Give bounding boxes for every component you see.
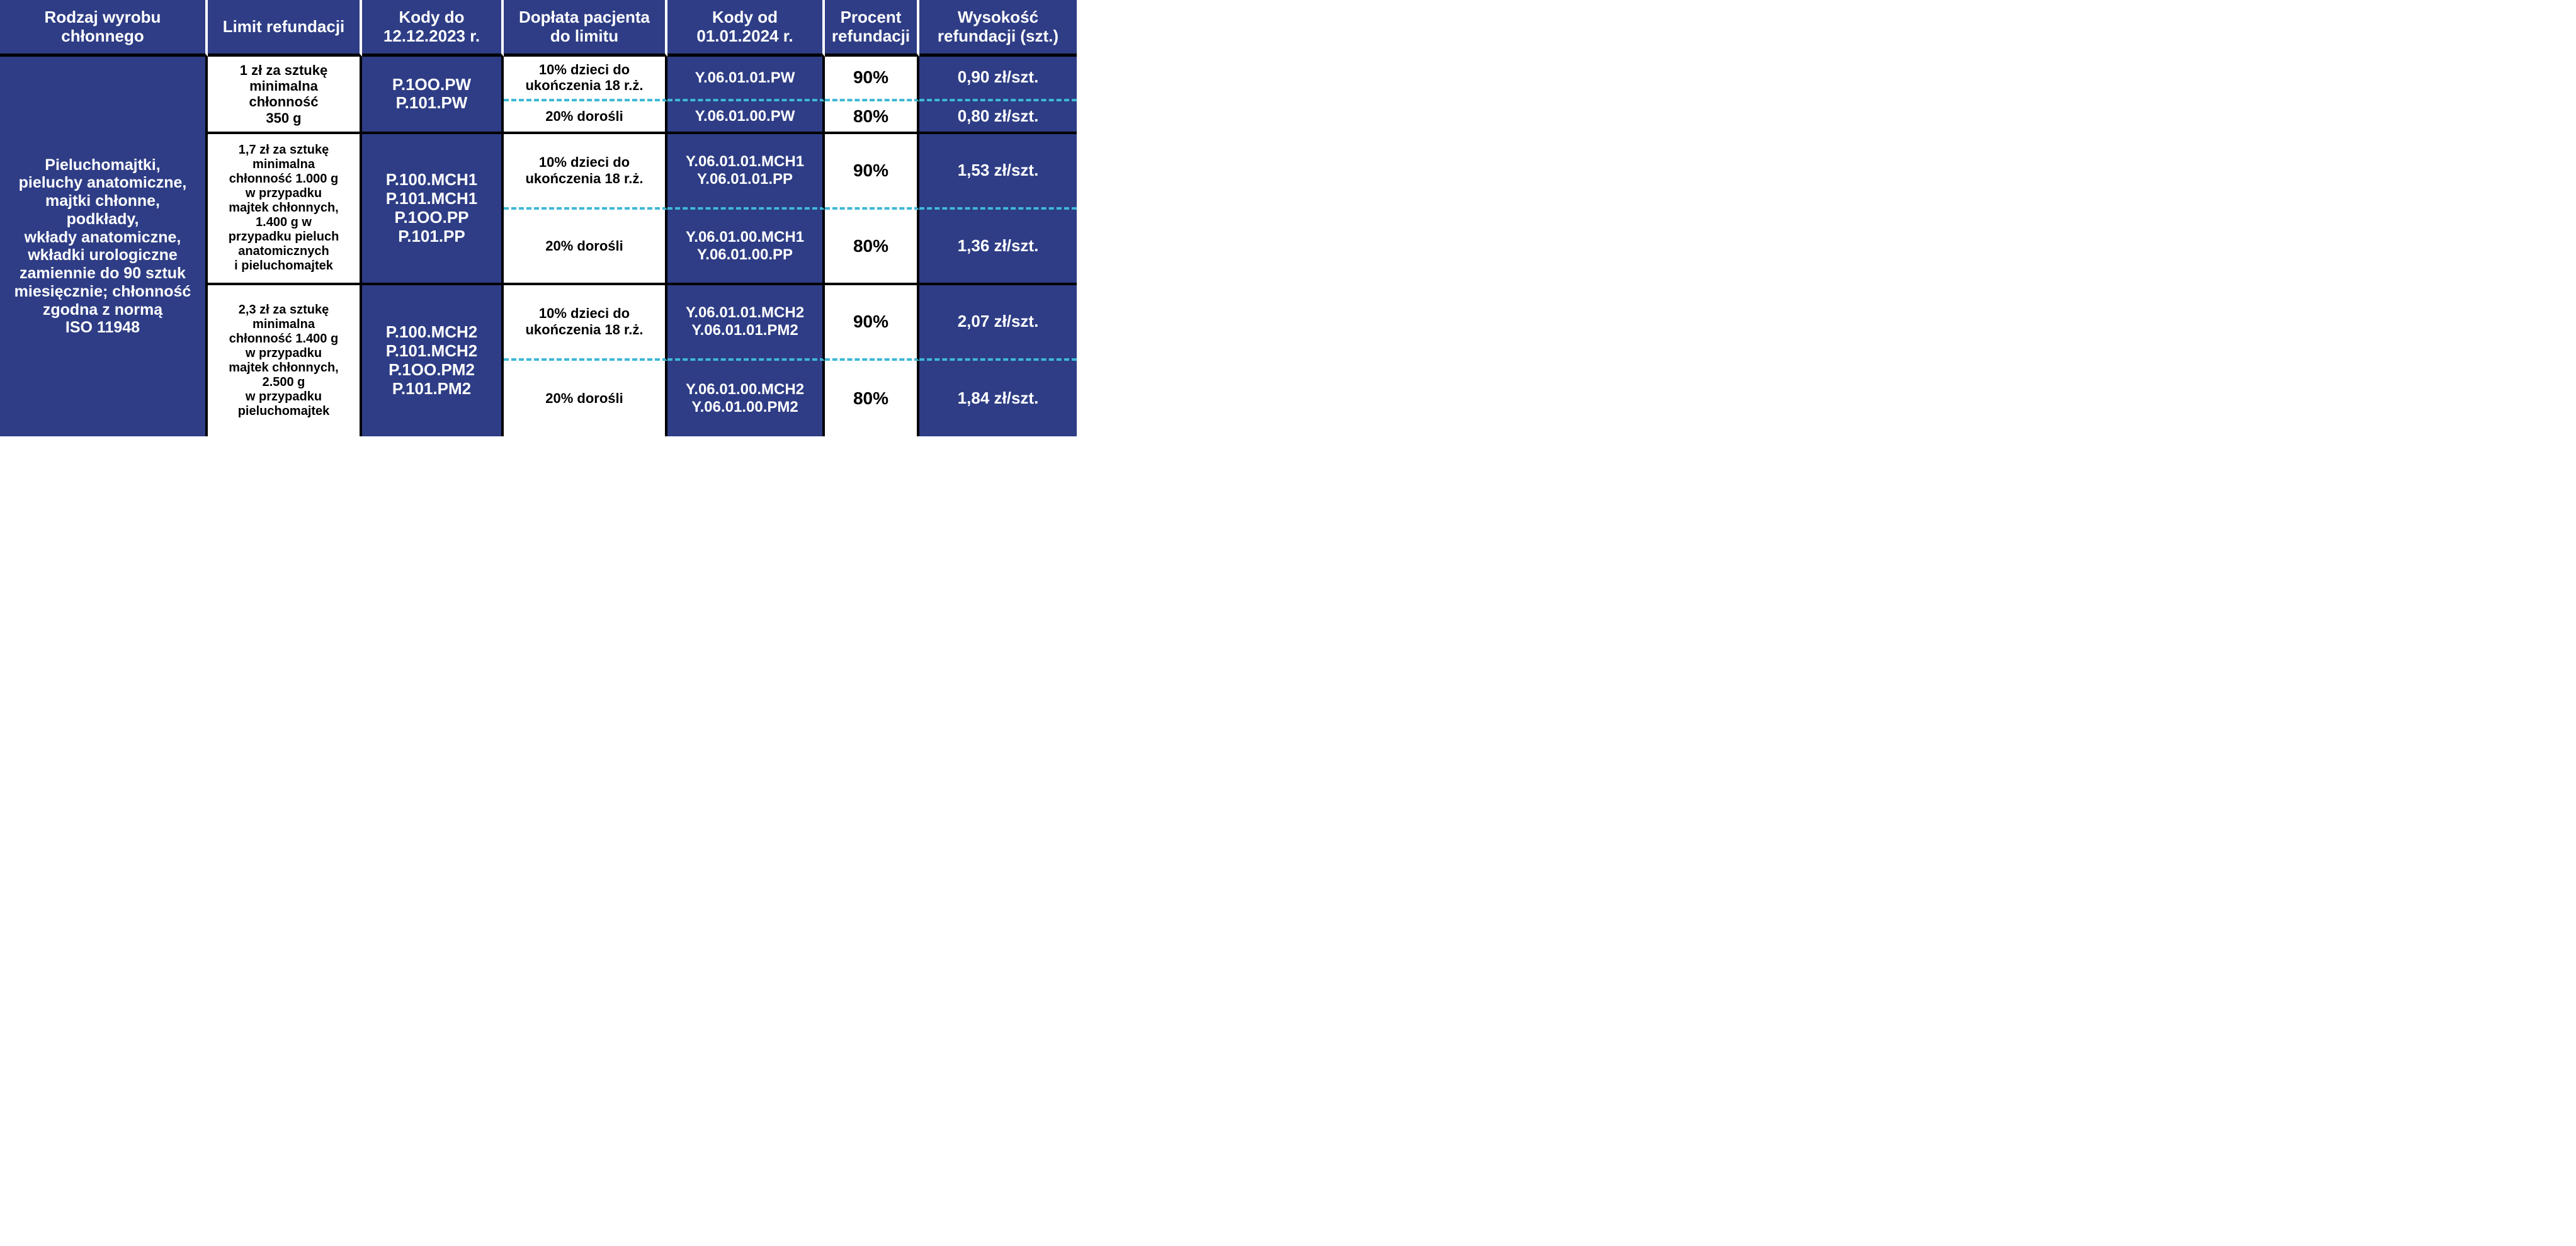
g2b-amount: 1,36 zł/szt. [919, 210, 1077, 285]
g3b-codes-new: Y.06.01.00.MCH2 Y.06.01.00.PM2 [667, 361, 825, 436]
g2a-pct: 90% [825, 134, 919, 210]
g2a-copay: 10% dzieci do ukończenia 18 r.ż. [504, 134, 667, 210]
g2a-codes-new: Y.06.01.01.MCH1 Y.06.01.01.PP [667, 134, 825, 210]
g2b-copay: 20% dorośli [504, 210, 667, 285]
g2-codes-old: P.100.MCH1 P.101.MCH1 P.1OO.PP P.101.PP [362, 134, 504, 285]
g1a-codes-new: Y.06.01.01.PW [667, 57, 825, 101]
g3b-copay: 20% dorośli [504, 361, 667, 436]
g1a-amount: 0,90 zł/szt. [919, 57, 1077, 101]
reimbursement-table: Rodzaj wyrobu chłonnego Limit refundacji… [0, 0, 1077, 436]
g1b-pct: 80% [825, 101, 919, 134]
g3a-codes-new: Y.06.01.01.MCH2 Y.06.01.01.PM2 [667, 285, 825, 361]
g1-codes-old: P.1OO.PW P.101.PW [362, 57, 504, 134]
g3a-amount: 2,07 zł/szt. [919, 285, 1077, 361]
g2a-amount: 1,53 zł/szt. [919, 134, 1077, 210]
g1-limit: 1 zł za sztukę minimalna chłonność 350 g [208, 57, 362, 134]
col-header-codes-new: Kody od 01.01.2024 r. [667, 0, 825, 57]
g1a-pct: 90% [825, 57, 919, 101]
g3-codes-old: P.100.MCH2 P.101.MCH2 P.1OO.PM2 P.101.PM… [362, 285, 504, 436]
col-header-percent: Procent refundacji [825, 0, 919, 57]
category-cell: Pieluchomajtki, pieluchy anatomiczne, ma… [0, 57, 208, 436]
col-header-codes-old: Kody do 12.12.2023 r. [362, 0, 504, 57]
g3a-copay: 10% dzieci do ukończenia 18 r.ż. [504, 285, 667, 361]
g3a-pct: 90% [825, 285, 919, 361]
g3b-pct: 80% [825, 361, 919, 436]
col-header-limit: Limit refundacji [208, 0, 362, 57]
g1a-copay: 10% dzieci do ukończenia 18 r.ż. [504, 57, 667, 101]
g3-limit: 2,3 zł za sztukę minimalna chłonność 1.4… [208, 285, 362, 436]
col-header-copay: Dopłata pacjenta do limitu [504, 0, 667, 57]
col-header-amount: Wysokość refundacji (szt.) [919, 0, 1077, 57]
g3b-amount: 1,84 zł/szt. [919, 361, 1077, 436]
col-header-product-type: Rodzaj wyrobu chłonnego [0, 0, 208, 57]
g2b-pct: 80% [825, 210, 919, 285]
g1b-copay: 20% dorośli [504, 101, 667, 134]
g1b-amount: 0,80 zł/szt. [919, 101, 1077, 134]
g1b-codes-new: Y.06.01.00.PW [667, 101, 825, 134]
g2b-codes-new: Y.06.01.00.MCH1 Y.06.01.00.PP [667, 210, 825, 285]
g2-limit: 1,7 zł za sztukę minimalna chłonność 1.0… [208, 134, 362, 285]
